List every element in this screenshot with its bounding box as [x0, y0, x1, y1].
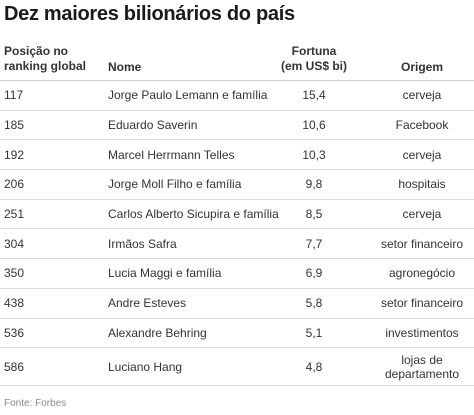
cell-name: Marcel Herrmann Telles: [108, 147, 235, 162]
source-note: Fonte: Forbes: [4, 398, 67, 409]
cell-worth: 5,1: [305, 325, 323, 340]
table-row: 117 Jorge Paulo Lemann e família 15,4 cerve…: [0, 81, 474, 111]
cell-worth: 7,7: [305, 236, 323, 251]
cell-name: Jorge Paulo Lemann e família: [108, 88, 268, 103]
cell-worth: 8,5: [305, 207, 323, 222]
cell-worth: 10,6: [302, 118, 326, 133]
table-row: 185 Eduardo Saverin 10,6 Facebook: [0, 111, 474, 141]
cell-name: Luciano Hang: [108, 359, 183, 374]
table-row: 206 Jorge Moll Filho e família 9,8 hospitai…: [0, 170, 474, 200]
cell-worth: 4,8: [305, 359, 323, 374]
cell-origin: lojas de departamento: [384, 352, 460, 381]
header-origin: Origem: [400, 60, 443, 74]
header-worth: Fortuna (em US$ bi): [266, 44, 362, 74]
cell-origin: cerveja: [402, 88, 442, 103]
cell-rank: 536: [4, 325, 25, 340]
header-worth-line2: (em US$ bi): [280, 59, 347, 73]
table-row: 586 Luciano Hang 4,8 lojas de departamento: [0, 348, 474, 387]
header-rank-line2: ranking global: [4, 59, 87, 73]
table-title: Dez maiores bilionários do país: [4, 3, 295, 25]
table-header: Posição no ranking global Nome Fortuna (…: [0, 40, 474, 81]
table-row: 304 Irmãos Safra 7,7 setor financeiro: [0, 229, 474, 260]
header-rank: Posição no ranking global: [4, 44, 99, 74]
cell-rank: 304: [4, 236, 25, 251]
cell-rank: 185: [4, 118, 25, 133]
table-row: 438 Andre Esteves 5,8 setor financeiro: [0, 289, 474, 319]
cell-worth: 10,3: [302, 147, 326, 162]
cell-worth: 5,8: [305, 296, 323, 311]
table-row: 251 Carlos Alberto Sicupira e família 8,5 c…: [0, 200, 474, 230]
cell-name: Lucia Maggi e família: [108, 266, 222, 281]
cell-origin: setor financeiro: [380, 296, 464, 311]
table-row: 192 Marcel Herrmann Telles 10,3 cerveja: [0, 140, 474, 171]
cell-rank: 251: [4, 207, 25, 222]
header-rank-line1: Posição no: [4, 44, 69, 58]
cell-rank: 117: [4, 88, 24, 103]
table-row: 350 Lucia Maggi e família 6,9 agronegócio: [0, 259, 474, 289]
cell-origin: cerveja: [402, 207, 442, 222]
cell-origin: investimentos: [385, 325, 459, 340]
table-row: 536 Alexandre Behring 5,1 investimentos: [0, 319, 474, 349]
cell-origin: setor financeiro: [380, 236, 464, 251]
cell-rank: 586: [4, 359, 25, 374]
cell-name: Alexandre Behring: [108, 325, 207, 340]
cell-origin: cerveja: [402, 147, 442, 162]
header-name: Nome: [108, 60, 142, 74]
cell-worth: 15,4: [302, 88, 326, 103]
header-worth-line1: Fortuna: [291, 44, 337, 58]
cell-rank: 206: [4, 177, 25, 192]
cell-origin: agronegócio: [388, 266, 456, 281]
cell-name: Irmãos Safra: [108, 236, 177, 251]
cell-name: Carlos Alberto Sicupira e família: [108, 207, 279, 222]
cell-name: Eduardo Saverin: [108, 118, 198, 133]
cell-name: Jorge Moll Filho e família: [108, 177, 242, 192]
cell-rank: 350: [4, 266, 25, 281]
cell-worth: 6,9: [305, 266, 323, 281]
cell-worth: 9,8: [305, 177, 323, 192]
cell-origin: Facebook: [395, 118, 449, 133]
cell-rank: 192: [4, 147, 25, 162]
table-body: 117 Jorge Paulo Lemann e família 15,4 cerve…: [0, 81, 474, 387]
cell-origin: hospitais: [398, 177, 446, 192]
cell-rank: 438: [4, 296, 25, 311]
cell-name: Andre Esteves: [108, 296, 187, 311]
